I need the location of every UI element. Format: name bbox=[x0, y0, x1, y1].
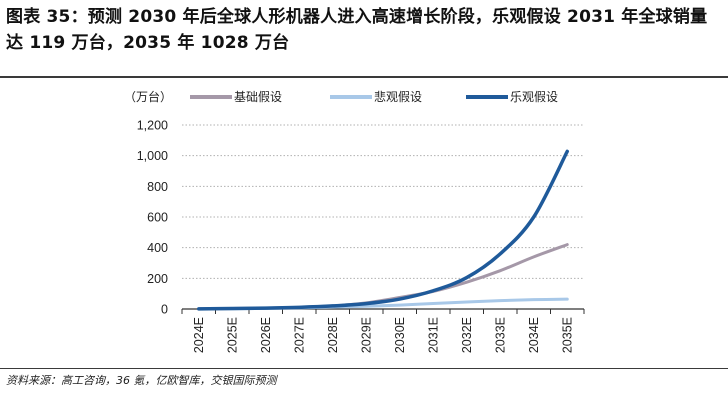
gridlines bbox=[182, 124, 584, 279]
series-line bbox=[197, 149, 569, 311]
x-tick-label: 2024E bbox=[192, 317, 206, 353]
legend-label: 悲观假设 bbox=[374, 89, 422, 104]
y-tick-label: 200 bbox=[147, 272, 168, 286]
x-tick-label: 2029E bbox=[359, 317, 373, 353]
y-tick-label: 1,000 bbox=[137, 149, 168, 163]
footer-divider bbox=[0, 368, 728, 369]
title-divider bbox=[0, 76, 728, 78]
y-axis-ticks: 0 200 400 600 800 1,000 1,200 bbox=[137, 119, 168, 317]
x-tick-label: 2035E bbox=[560, 317, 574, 353]
y-unit-label: （万台） bbox=[124, 89, 172, 104]
x-tick-label: 2027E bbox=[292, 317, 306, 353]
series-lines bbox=[197, 149, 569, 311]
legend-label: 乐观假设 bbox=[510, 90, 558, 104]
y-tick-label: 800 bbox=[147, 180, 168, 194]
x-tick-label: 2033E bbox=[493, 317, 507, 353]
x-tick-label: 2031E bbox=[426, 317, 440, 353]
x-tick-label: 2032E bbox=[460, 317, 474, 353]
y-tick-label: 600 bbox=[147, 211, 168, 225]
x-tick-label: 2028E bbox=[326, 317, 340, 353]
legend-label: 基础假设 bbox=[234, 90, 282, 104]
x-tick-label: 2034E bbox=[527, 317, 541, 353]
y-tick-label: 0 bbox=[161, 303, 168, 317]
x-tick-label: 2025E bbox=[225, 317, 239, 353]
legend: 基础假设 悲观假设 乐观假设 bbox=[190, 89, 558, 104]
y-tick-label: 1,200 bbox=[137, 119, 168, 133]
chart-title: 图表 35：预测 2030 年后全球人形机器人进入高速增长阶段，乐观假设 203… bbox=[6, 7, 708, 53]
x-tick-label: 2026E bbox=[259, 317, 273, 353]
source-note: 资料来源：高工咨询，36 氪，亿欧智库，交银国际预测 bbox=[6, 374, 277, 387]
y-tick-label: 400 bbox=[147, 241, 168, 255]
x-tick-label: 2030E bbox=[393, 317, 407, 353]
x-axis: 2024E 2025E 2026E 2027E 2028E 2029E 2030E 2031E… bbox=[181, 308, 585, 353]
